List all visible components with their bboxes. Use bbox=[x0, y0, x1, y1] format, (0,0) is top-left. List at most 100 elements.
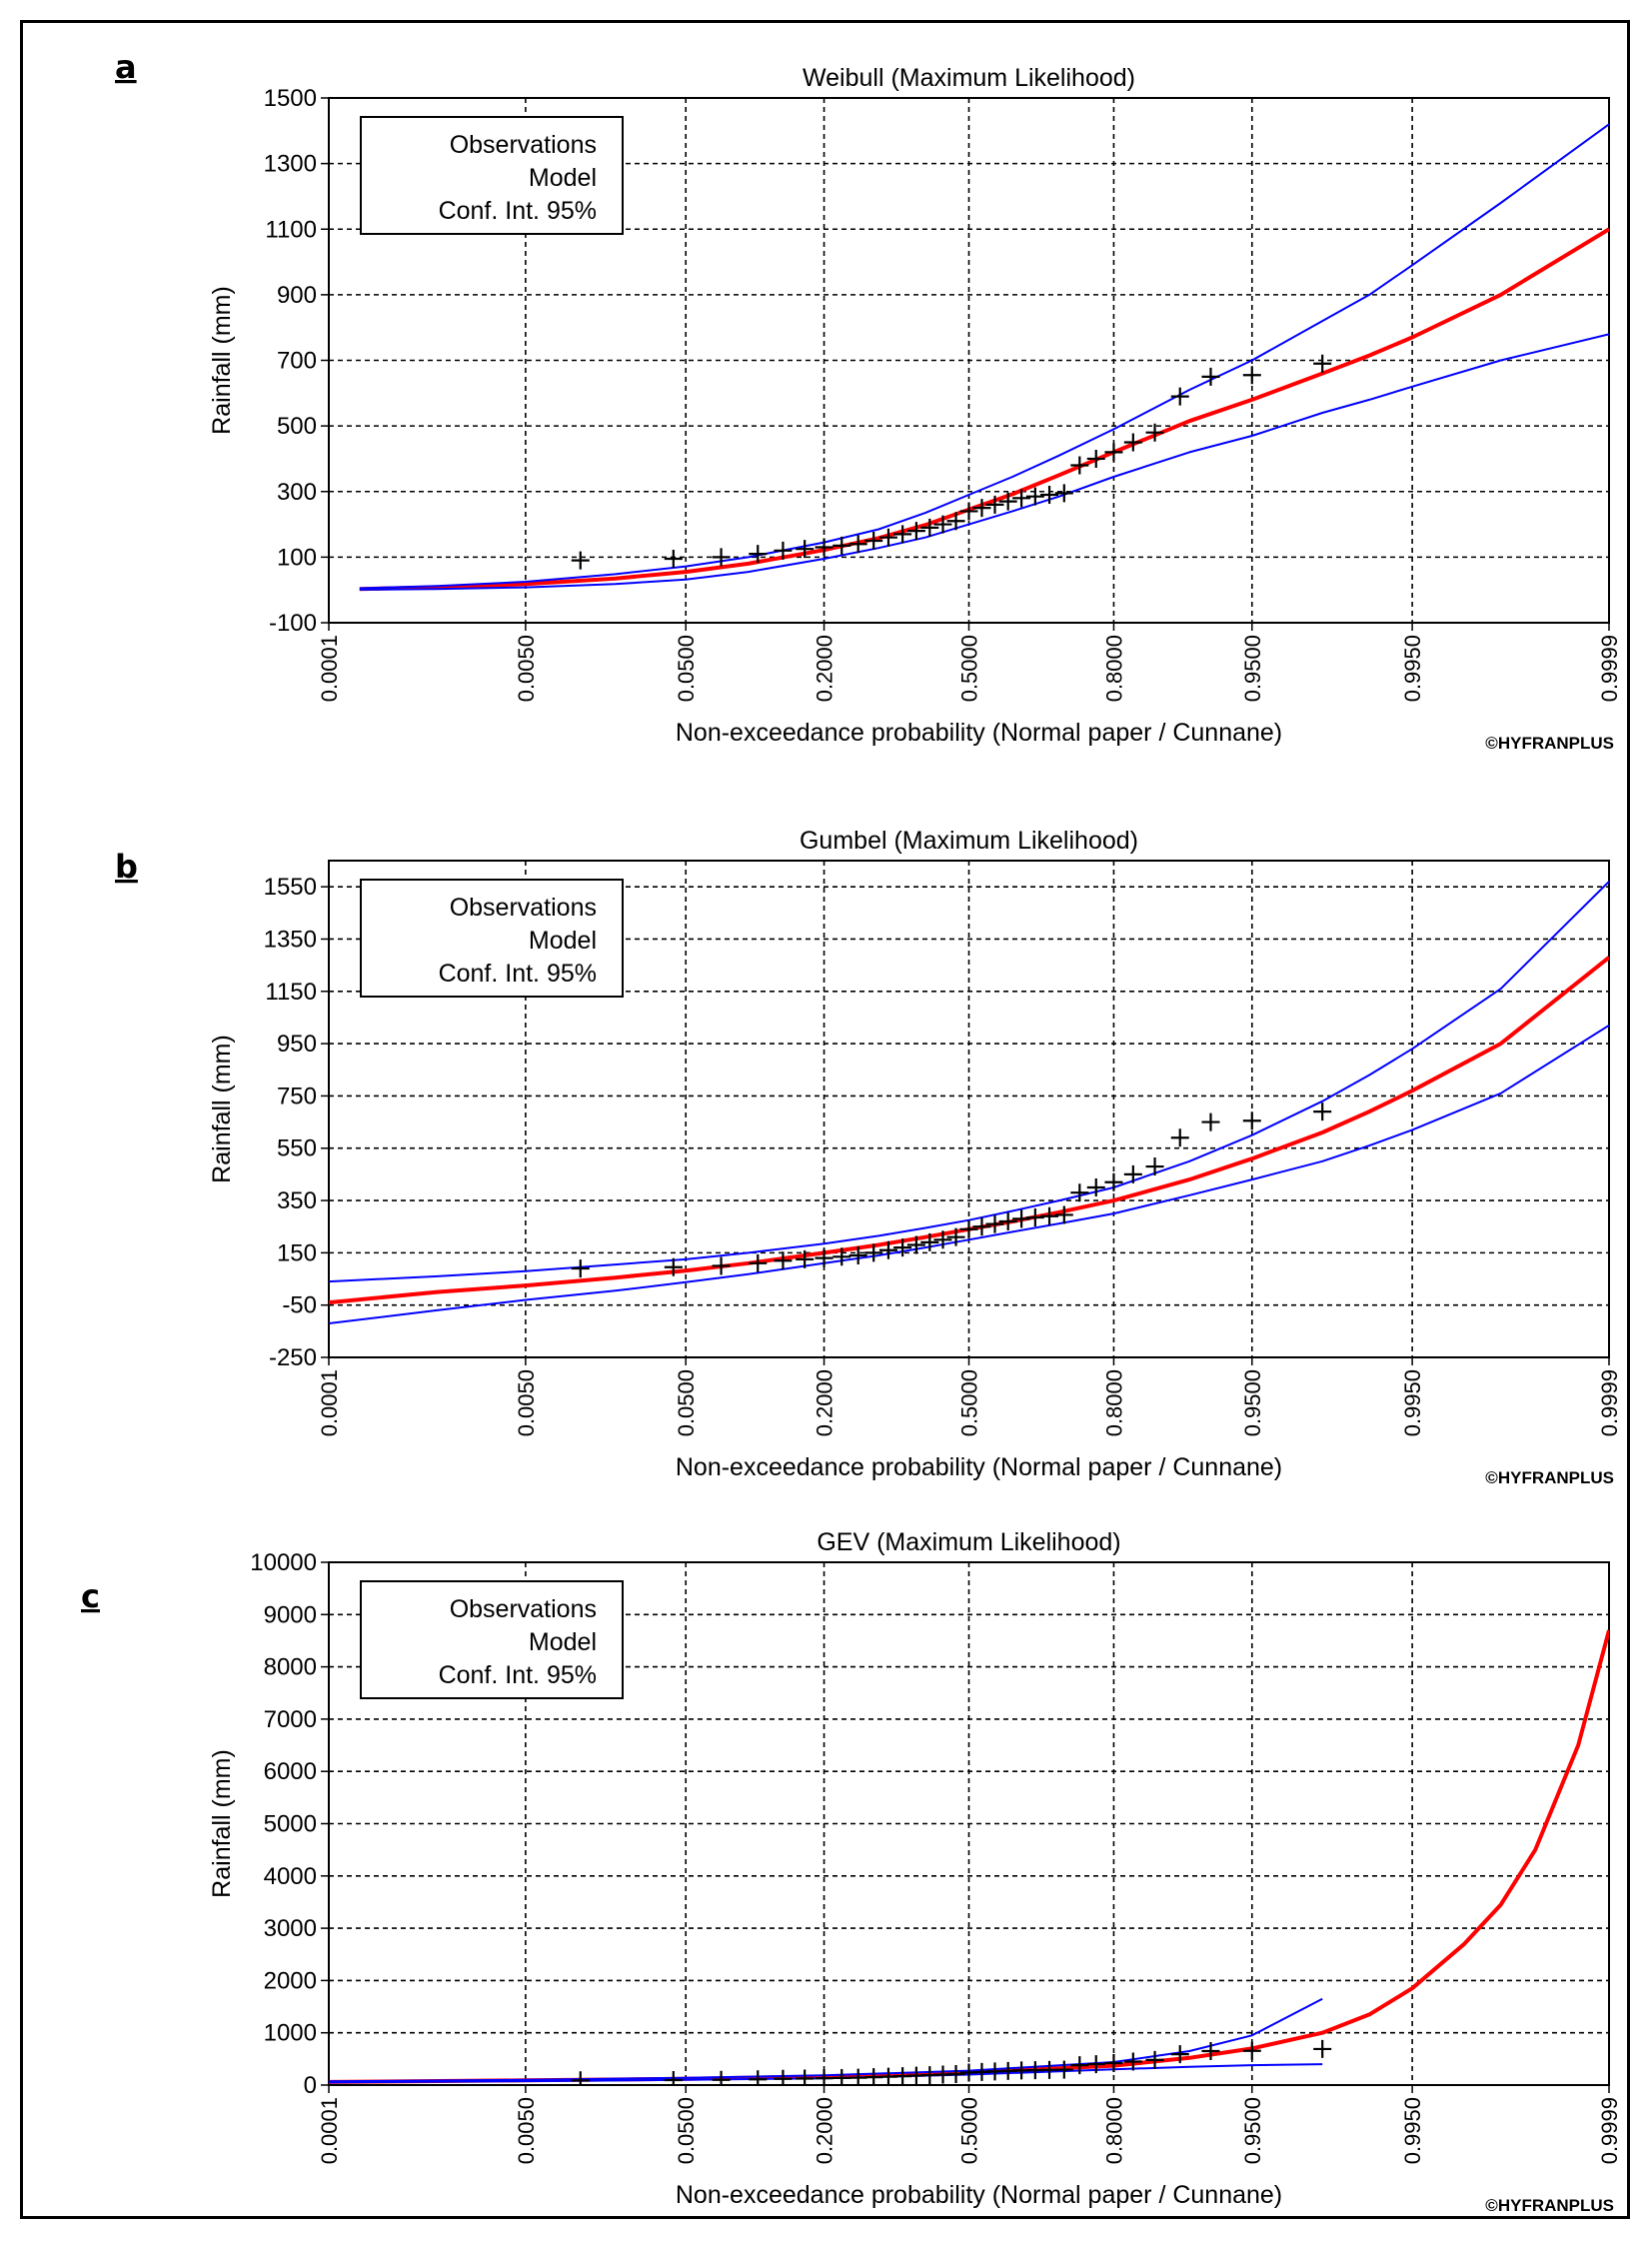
observation-point bbox=[906, 522, 925, 541]
y-tick-label: 1350 bbox=[264, 926, 317, 953]
x-tick-label: 0.8000 bbox=[1101, 635, 1126, 702]
y-tick-label: 1150 bbox=[265, 979, 317, 1006]
legend-box bbox=[360, 116, 624, 235]
observation-point bbox=[749, 1253, 768, 1272]
y-tick-label: 550 bbox=[277, 1135, 317, 1162]
observation-point bbox=[664, 1257, 683, 1276]
y-tick-label: 4000 bbox=[264, 1863, 317, 1890]
legend-item: Model bbox=[529, 164, 597, 192]
series-group bbox=[329, 881, 1609, 1324]
observation-point bbox=[664, 550, 683, 569]
x-tick-label: 0.0050 bbox=[514, 1369, 539, 1436]
observation-point bbox=[832, 1247, 851, 1266]
legend-item: Observations bbox=[450, 1595, 597, 1623]
y-tick-label: 3000 bbox=[264, 1915, 317, 1942]
observation-point bbox=[893, 1238, 912, 1257]
x-tick-label: 0.9999 bbox=[1597, 2097, 1622, 2164]
legend-item: Conf. Int. 95% bbox=[439, 197, 597, 225]
chart-panel-b: b Gumbel (Maximum Likelihood) -250 -50 150 35… bbox=[115, 827, 1622, 1487]
y-tick-label: 0 bbox=[304, 2072, 317, 2099]
y-tick-label: 1550 bbox=[264, 874, 317, 901]
observation-point bbox=[712, 548, 731, 567]
x-tick-label: 0.2000 bbox=[813, 635, 837, 702]
observation-point bbox=[920, 1232, 939, 1251]
y-tick-label: 500 bbox=[277, 413, 317, 440]
observation-point bbox=[998, 492, 1017, 511]
chart-panel-a: a Weibull (Maximum Likelihood) -100 100 300 5… bbox=[115, 48, 1622, 753]
legend-item: Model bbox=[529, 1628, 597, 1656]
observation-point bbox=[1025, 1208, 1044, 1227]
observation-point bbox=[571, 2071, 590, 2085]
observation-point bbox=[1145, 1157, 1164, 1176]
x-tick-label: 0.0050 bbox=[514, 635, 539, 702]
observation-point bbox=[848, 2068, 867, 2085]
x-tick-label: 0.0001 bbox=[317, 2097, 342, 2164]
observation-point bbox=[1040, 1206, 1059, 1225]
observation-point bbox=[1145, 2050, 1164, 2069]
y-tick-label: -250 bbox=[269, 1344, 317, 1371]
observation-point bbox=[749, 545, 768, 564]
observation-point bbox=[1054, 484, 1073, 503]
observation-point bbox=[1054, 2060, 1073, 2079]
figure-svg: a Weibull (Maximum Likelihood) -100 100 300 5… bbox=[81, 48, 1622, 2215]
x-tick-label: 0.9999 bbox=[1597, 1369, 1622, 1436]
watermark: ©HYFRANPLUS bbox=[1485, 1468, 1614, 1487]
observation-point bbox=[920, 518, 939, 537]
observation-point bbox=[946, 512, 965, 531]
observation-point bbox=[1104, 2054, 1123, 2073]
panel-letter: c bbox=[81, 1577, 100, 1615]
x-tick-label: 0.5000 bbox=[957, 1369, 982, 1436]
observation-point bbox=[1012, 489, 1031, 508]
observation-point bbox=[749, 2070, 768, 2085]
observation-point bbox=[864, 531, 883, 550]
observation-point bbox=[946, 1227, 965, 1246]
observation-point bbox=[815, 538, 833, 557]
y-tick-label: -100 bbox=[269, 610, 317, 637]
conf-int-line bbox=[359, 333, 1609, 591]
observation-point bbox=[1242, 366, 1261, 385]
observation-point bbox=[972, 1217, 991, 1236]
x-tick-label: 0.2000 bbox=[813, 2097, 837, 2164]
observation-point bbox=[985, 1214, 1004, 1233]
x-tick-label: 0.9999 bbox=[1597, 635, 1622, 702]
y-tick-label: -50 bbox=[282, 1292, 317, 1319]
observation-point bbox=[864, 1243, 883, 1262]
x-tick-label: 0.5000 bbox=[957, 2097, 982, 2164]
observation-point bbox=[1025, 487, 1044, 506]
observation-point bbox=[1086, 1177, 1105, 1196]
observation-point bbox=[1313, 2039, 1332, 2058]
x-tick-label: 0.2000 bbox=[813, 1369, 837, 1436]
observation-point bbox=[1012, 1209, 1031, 1228]
observation-point bbox=[1201, 2042, 1220, 2061]
observation-point bbox=[1104, 443, 1123, 462]
y-tick-label: 100 bbox=[277, 544, 317, 571]
watermark: ©HYFRANPLUS bbox=[1485, 734, 1614, 753]
observation-point bbox=[832, 2068, 851, 2085]
y-tick-label: 8000 bbox=[264, 1654, 317, 1681]
observation-point bbox=[664, 2071, 683, 2085]
observation-point bbox=[1170, 2045, 1189, 2064]
x-tick-label: 0.0001 bbox=[317, 1369, 342, 1436]
observation-point bbox=[933, 1230, 952, 1249]
x-axis-label: Non-exceedance probability (Normal paper… bbox=[676, 2181, 1282, 2209]
conf-int-line bbox=[329, 1024, 1609, 1324]
y-tick-label: 2000 bbox=[264, 1967, 317, 1994]
observation-point bbox=[796, 2069, 815, 2085]
observation-point bbox=[815, 2069, 833, 2085]
observation-point bbox=[1086, 449, 1105, 468]
y-tick-label: 700 bbox=[277, 348, 317, 375]
panel-letter: b bbox=[115, 848, 138, 886]
observation-point bbox=[1201, 367, 1220, 386]
legend-box bbox=[360, 879, 624, 998]
observation-point bbox=[1070, 1183, 1089, 1202]
observation-point bbox=[1104, 1172, 1123, 1191]
x-tick-label: 0.0500 bbox=[674, 1369, 699, 1436]
figure-frame: a Weibull (Maximum Likelihood) -100 100 300 5… bbox=[20, 20, 1630, 2219]
y-tick-label: 6000 bbox=[264, 1758, 317, 1785]
y-axis-label: Rainfall (mm) bbox=[208, 286, 236, 435]
observation-point bbox=[1242, 1112, 1261, 1130]
x-tick-label: 0.0001 bbox=[317, 635, 342, 702]
x-tick-label: 0.5000 bbox=[957, 635, 982, 702]
y-tick-label: 150 bbox=[277, 1239, 317, 1266]
y-axis-label: Rainfall (mm) bbox=[208, 1749, 236, 1898]
